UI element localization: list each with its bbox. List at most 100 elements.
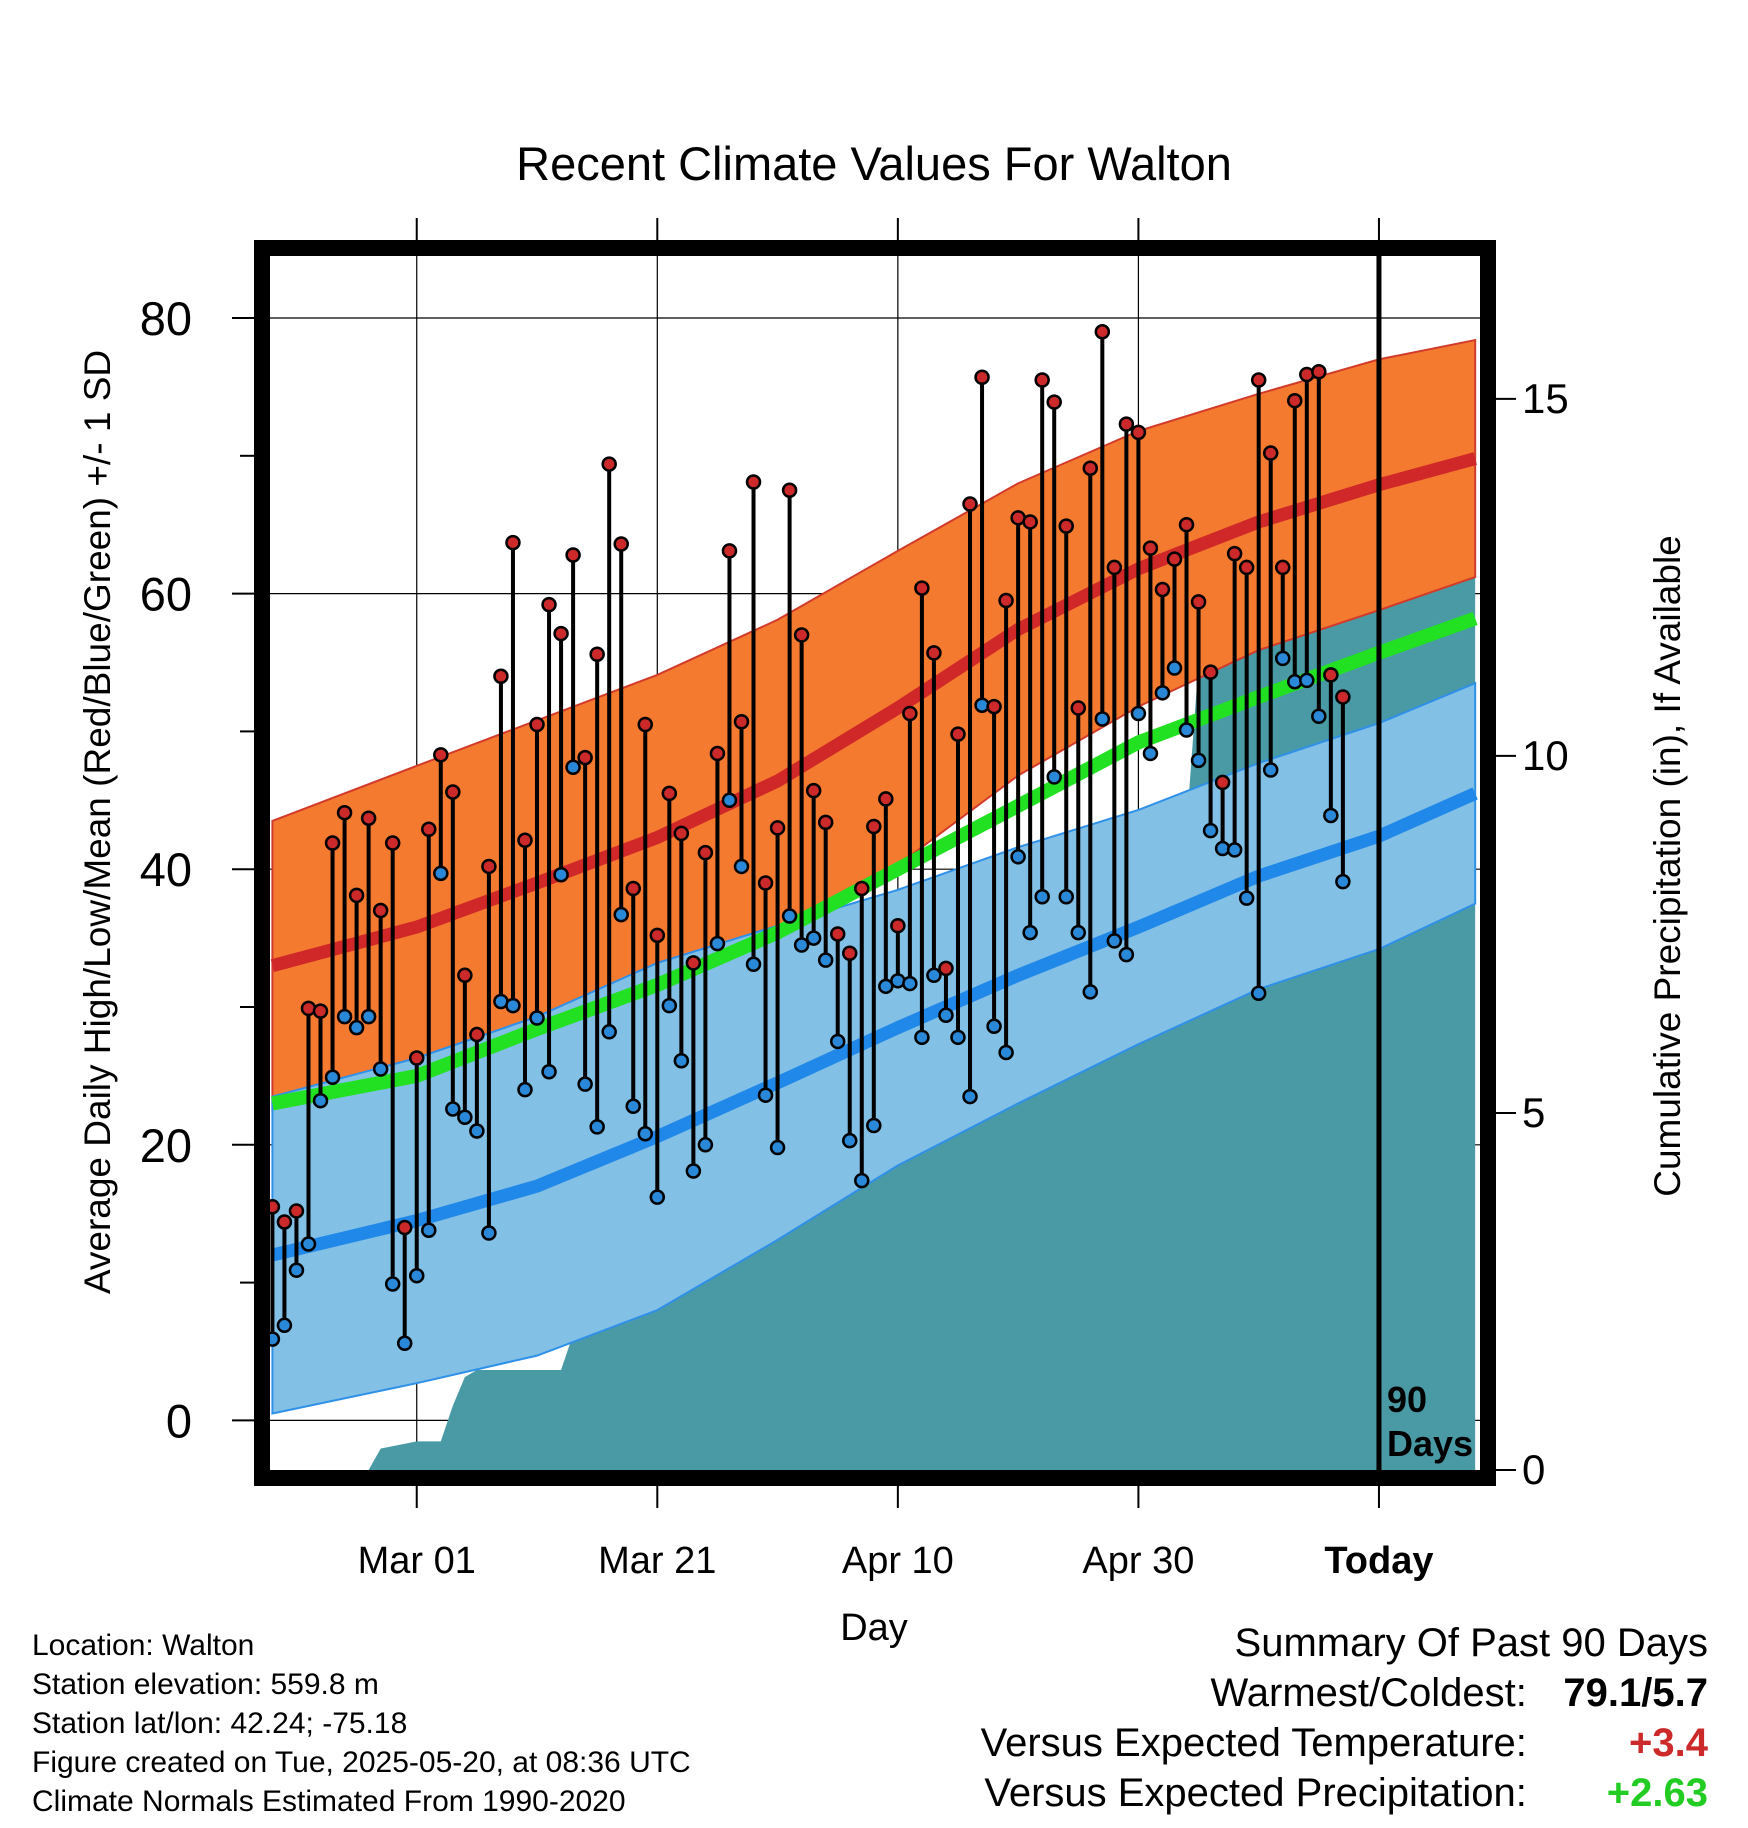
daily-high-point <box>974 369 990 386</box>
daily-low-point <box>348 1019 365 1036</box>
location-text: Location: Walton <box>32 1629 255 1662</box>
daily-high-point <box>745 474 762 490</box>
summary-heading: Summary Of Past 90 Days <box>1234 1621 1708 1665</box>
x-tick-label: Apr 30 <box>1082 1540 1194 1582</box>
daily-high-point <box>445 784 461 800</box>
daily-low-point <box>1178 722 1195 738</box>
daily-high-point <box>890 917 906 934</box>
daily-low-point <box>745 956 762 973</box>
daily-low-point <box>1323 807 1339 824</box>
daily-low-point <box>1046 769 1062 785</box>
daily-low-point <box>553 866 569 883</box>
daily-low-point <box>481 1225 497 1241</box>
y-tick-label: 0 <box>166 1394 192 1447</box>
daily-high-point <box>270 1199 281 1215</box>
precip-area <box>272 505 1476 1470</box>
daily-high-point <box>926 645 942 661</box>
daily-low-point <box>625 1098 641 1114</box>
daily-low-point <box>433 865 449 882</box>
daily-low-point <box>1299 672 1315 689</box>
daily-high-point <box>649 927 666 944</box>
daily-high-point <box>805 782 822 799</box>
daily-high-point <box>517 832 533 849</box>
daily-low-point <box>565 759 581 775</box>
daily-low-point <box>1094 711 1111 727</box>
precip-cumulative-area <box>272 505 1476 1470</box>
summary-panel: Summary Of Past 90 Days Warmest/Coldest:… <box>981 1618 1708 1818</box>
daily-high-point <box>1202 664 1219 680</box>
daily-high-point <box>1226 545 1243 562</box>
daily-high-point <box>1178 516 1195 533</box>
daily-high-point <box>697 844 714 861</box>
daily-low-point <box>781 908 798 924</box>
daily-high-point <box>1058 518 1074 534</box>
summary-precip: Versus Expected Precipitation: +2.63 <box>981 1768 1708 1818</box>
low-normal-line <box>270 787 1478 1262</box>
x-tick-label: Mar 21 <box>598 1540 716 1582</box>
y-tick-label: 60 <box>140 568 192 621</box>
daily-high-point <box>1046 394 1062 410</box>
y-axis-label: Average Daily High/Low/Mean (Red/Blue/Gr… <box>77 350 118 1294</box>
daily-high-point <box>914 580 930 596</box>
daily-low-point <box>1034 889 1050 905</box>
daily-points <box>270 324 1351 1351</box>
daily-low-point <box>962 1088 978 1105</box>
daily-low-point <box>1106 933 1123 949</box>
daily-low-point <box>577 1076 593 1092</box>
daily-low-point <box>541 1064 557 1080</box>
daily-high-point <box>336 804 353 821</box>
daily-high-point <box>384 835 401 851</box>
daily-high-point <box>1154 581 1171 598</box>
daily-high-point <box>841 945 858 962</box>
daily-low-point <box>1070 924 1087 941</box>
daily-low-point <box>878 978 894 995</box>
created-text: Figure created on Tue, 2025-05-20, at 08… <box>32 1746 691 1779</box>
daily-low-point <box>866 1117 882 1134</box>
daily-high-point <box>577 749 593 766</box>
daily-high-point <box>1238 559 1255 576</box>
y2-tick-label: 10 <box>1522 732 1569 779</box>
precip-label: Versus Expected Precipitation: <box>984 1771 1527 1815</box>
x-tick-label: Mar 01 <box>358 1540 476 1582</box>
daily-low-point <box>938 1007 954 1024</box>
daily-high-point <box>1022 514 1038 530</box>
daily-low-point <box>793 937 810 953</box>
daily-low-point <box>1154 685 1171 701</box>
daily-high-point <box>1130 424 1147 441</box>
daily-low-point <box>902 975 918 992</box>
daily-low-point <box>336 1008 353 1025</box>
daily-high-point <box>757 875 774 891</box>
daily-high-point <box>553 625 569 642</box>
daily-low-point <box>769 1139 786 1156</box>
plot-area <box>270 256 1480 1470</box>
daily-low-point <box>637 1126 654 1142</box>
daily-high-point <box>733 714 750 730</box>
daily-low-point <box>601 1024 617 1040</box>
daily-low-point <box>1335 873 1351 890</box>
daily-high-point <box>829 926 846 942</box>
daily-high-point <box>902 705 918 722</box>
daily-high-point <box>312 1003 329 1019</box>
daily-low-point <box>360 1008 377 1025</box>
daily-low-point <box>733 858 750 875</box>
daily-high-point <box>817 814 834 831</box>
daily-low-point <box>384 1276 401 1292</box>
daily-high-point <box>709 745 726 762</box>
daily-high-point <box>505 534 521 551</box>
daily-low-point <box>589 1119 605 1135</box>
daily-high-point <box>1118 416 1135 432</box>
daily-high-point <box>1262 445 1279 461</box>
daily-low-point <box>950 1029 966 1046</box>
y2-tick-label: 15 <box>1522 375 1569 422</box>
x-tick-label: Apr 10 <box>842 1540 954 1582</box>
daily-high-point <box>457 967 473 984</box>
daily-high-point <box>1082 460 1099 476</box>
daily-low-point <box>685 1163 702 1179</box>
daily-high-point <box>360 810 377 826</box>
daily-high-point <box>986 698 1002 715</box>
daily-low-point <box>854 1172 870 1189</box>
summary-warm-cold: Warmest/Coldest: 79.1/5.7 <box>981 1668 1709 1718</box>
daily-high-point <box>1070 700 1087 716</box>
daily-high-point <box>288 1203 305 1219</box>
